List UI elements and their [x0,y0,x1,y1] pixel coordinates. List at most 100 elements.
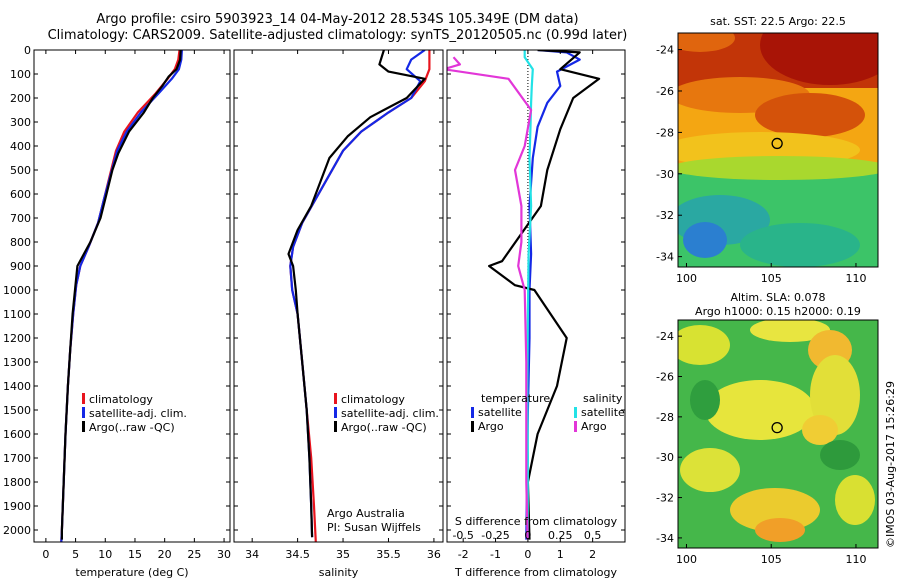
y-tick-label: 100 [10,68,31,81]
salinity-panel: 34 34.5 35 35.5 36 salinity climatologysatelli… [233,49,444,579]
secondary-axis-label: S difference from climatology [455,515,618,528]
x-tick-label: 1 [557,548,564,561]
series-line-1 [488,50,601,540]
map-y-tick-label: -28 [656,126,674,139]
y-tick-label: 0 [24,44,31,57]
profile-location-marker [771,137,783,150]
map-y-tick-label: -24 [656,44,674,57]
sla-map-subtitle: Argo h1000: 0.15 h2000: 0.19 [695,305,861,318]
legend-label: satellite-adj. clim. [89,407,187,420]
y-tick-label: 1400 [3,380,31,393]
y-tick-label: 1800 [3,476,31,489]
y-tick-label: 1300 [3,356,31,369]
x-tick-label: 20 [158,548,172,561]
legend-swatch [82,421,85,432]
x-tick-label: 25 [187,548,201,561]
y-tick-label: 2000 [3,524,31,537]
series-group [60,50,183,542]
y-tick-label: 400 [10,140,31,153]
map-x-tick-label: 110 [845,272,866,285]
x-tick-label: -2 [458,548,469,561]
legend-swatch [82,393,85,404]
y-tick-label: 1000 [3,284,31,297]
y-tick-label: 300 [10,116,31,129]
x-tick-label: 30 [217,548,231,561]
map-y-tick-label: -28 [656,411,674,424]
y-tick-label: 1100 [3,308,31,321]
map-y-tick-label: -30 [656,451,674,464]
x-tick-label: -1 [490,548,501,561]
chart-subtitle: Climatology: CARS2009. Satellite-adjuste… [47,28,628,43]
map-x-tick-label: 105 [761,272,782,285]
chart-title: Argo profile: csiro 5903923_14 04-May-20… [96,12,579,27]
plot-frame [233,49,444,543]
x-tick-label: 36 [427,548,441,561]
secondary-tick-label: -0.25 [481,529,509,542]
temperature-panel: 0 5 10 15 20 25 30 temperature (deg C) 0 100 200 30… [3,44,231,579]
imos-watermark: ©IMOS 03-Aug-2017 15:26:29 [884,381,897,548]
y-tick-label: 1700 [3,452,31,465]
map-y-tick-label: -32 [656,492,674,505]
legend-group-title: temperature [481,392,550,405]
map-y-tick-label: -30 [656,168,674,181]
plot-frame [446,49,626,543]
series-line-0 [525,50,581,540]
legend-swatch [334,393,337,404]
profile-location-marker [771,421,783,434]
x-tick-label: 0 [42,548,49,561]
legend-swatch [574,421,577,432]
secondary-tick-label: 0 [524,529,531,542]
x-tick-label: 34 [245,548,259,561]
difference-panel: -2 -1 0 1 2 T difference from climatology temp… [446,49,626,579]
pi-annotation: PI: Susan Wijffels [327,521,421,534]
sst-map-title: sat. SST: 22.5 Argo: 22.5 [710,15,846,28]
sla-map-title: Altim. SLA: 0.078 [730,291,826,304]
legend-label: climatology [341,393,405,406]
map-y-tick-label: -26 [656,85,674,98]
secondary-tick-label: 0.25 [548,529,573,542]
legend-label: Argo [581,420,607,433]
legend-swatch [334,407,337,418]
plot-frame [33,49,231,543]
series-line-2 [60,50,182,540]
y-tick-label: 800 [10,236,31,249]
y-tick-label: 700 [10,212,31,225]
series-line-0 [60,50,181,542]
map-x-tick-label: 100 [676,272,697,285]
map-x-tick-label: 110 [845,553,866,566]
legend-label: Argo(..raw -QC) [89,421,175,434]
y-tick-label: 600 [10,188,31,201]
legend-label: Argo(..raw -QC) [341,421,427,434]
map-y-tick-label: -26 [656,370,674,383]
map-y-tick-label: -24 [656,330,674,343]
series-line-2 [287,50,426,538]
map-x-tick-label: 100 [676,553,697,566]
legend-swatch [471,421,474,432]
legend-label: satellite-adj. clim. [341,407,439,420]
y-tick-label: 1500 [3,404,31,417]
x-axis-label: temperature (deg C) [75,566,188,579]
x-tick-label: 0 [524,548,531,561]
legend-swatch [574,407,577,418]
x-tick-label: 2 [589,548,596,561]
secondary-tick-label: -0.5 [452,529,473,542]
map-y-tick-label: -34 [656,251,674,264]
legend-label: satellite [478,406,522,419]
legend-label: Argo [478,420,504,433]
series-group [287,50,431,542]
sst-map: 100 105 110 -24 -26 -28 -30 -32 -34 [656,32,879,285]
series-line-1 [60,50,183,542]
legend-label: climatology [89,393,153,406]
legend-label: satellite [581,406,625,419]
x-tick-label: 10 [98,548,112,561]
y-tick-label: 200 [10,92,31,105]
series-line-3 [447,56,533,540]
legend-swatch [471,407,474,418]
map-x-tick-label: 105 [761,553,782,566]
y-tick-label: 900 [10,260,31,273]
secondary-tick-label: 0.5 [584,529,602,542]
y-tick-label: 500 [10,164,31,177]
series-line-0 [289,50,431,542]
x-tick-label: 35.5 [376,548,401,561]
